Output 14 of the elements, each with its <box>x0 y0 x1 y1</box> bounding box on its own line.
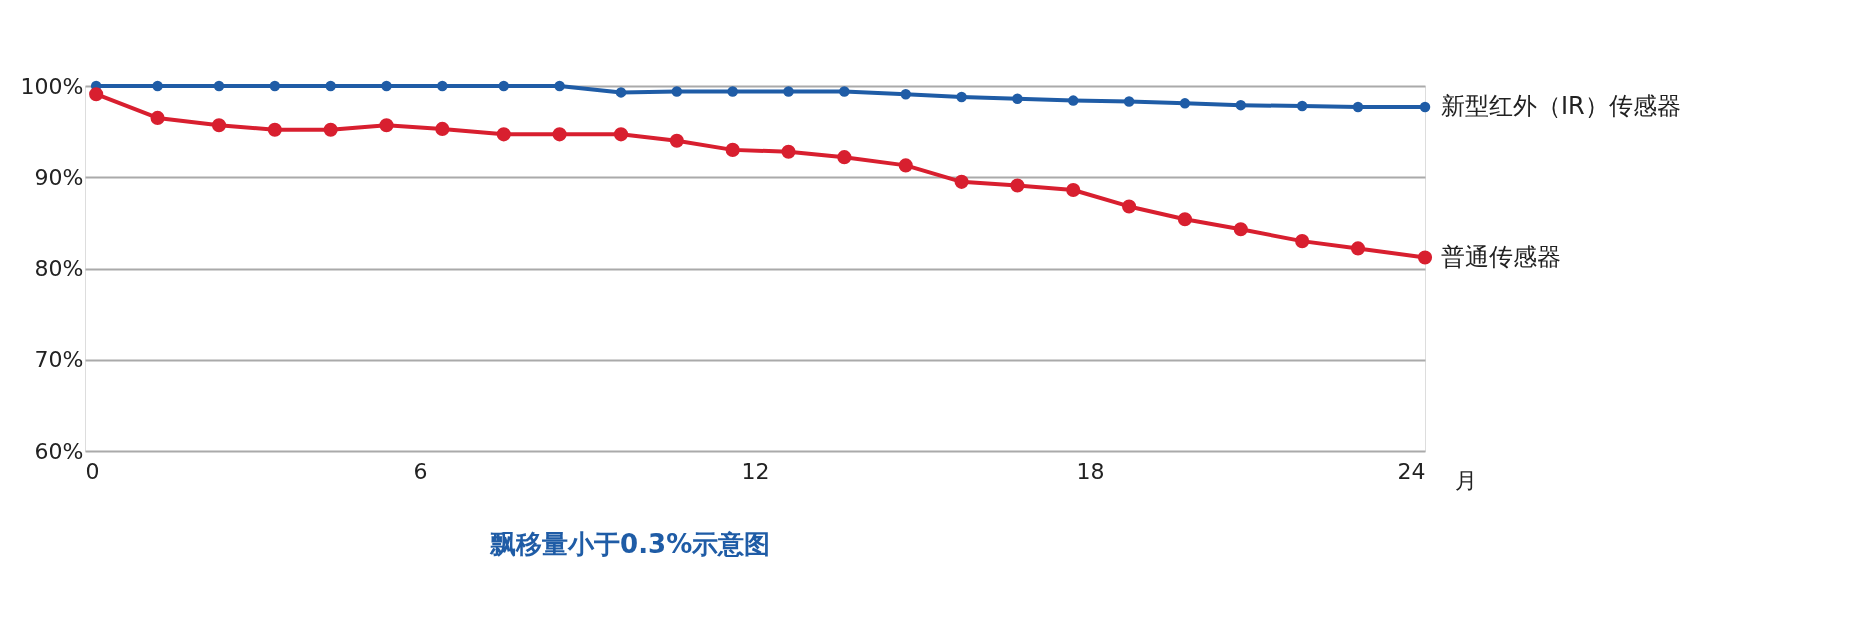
y-tick-label: 70% <box>34 347 84 373</box>
y-tick-label: 100% <box>20 73 84 99</box>
text: 飘移量小于0.3%示意图 <box>489 529 771 559</box>
series-label: 普通传感器 <box>1441 242 1561 271</box>
x-tick-label: 24 <box>1397 458 1426 484</box>
x-tick-label: 0 <box>85 458 100 484</box>
y-tick-label: 60% <box>34 438 84 464</box>
y-tick-label: 90% <box>34 164 84 190</box>
y-tick-label: 80% <box>34 256 84 281</box>
x-axis-title: 月 <box>1455 468 1477 493</box>
x-tick-label: 18 <box>1076 458 1105 484</box>
x-tick-label: 12 <box>741 458 770 484</box>
series-label: 新型红外（IR）传感器 <box>1441 91 1681 120</box>
x-tick-label: 6 <box>413 458 428 484</box>
